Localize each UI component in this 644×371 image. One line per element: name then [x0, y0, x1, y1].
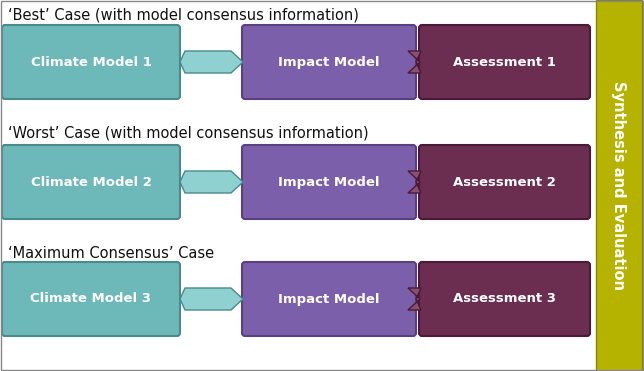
Text: Climate Model 2: Climate Model 2	[30, 175, 151, 188]
Polygon shape	[180, 288, 243, 310]
Polygon shape	[180, 171, 243, 193]
Polygon shape	[408, 51, 421, 73]
Text: Climate Model 1: Climate Model 1	[30, 56, 151, 69]
FancyBboxPatch shape	[242, 25, 416, 99]
FancyBboxPatch shape	[2, 145, 180, 219]
Text: Assessment 3: Assessment 3	[453, 292, 556, 305]
Text: Assessment 1: Assessment 1	[453, 56, 556, 69]
Text: Impact Model: Impact Model	[278, 175, 380, 188]
Text: Climate Model 3: Climate Model 3	[30, 292, 151, 305]
FancyBboxPatch shape	[419, 262, 590, 336]
Polygon shape	[180, 51, 243, 73]
Text: Impact Model: Impact Model	[278, 292, 380, 305]
Text: Assessment 2: Assessment 2	[453, 175, 556, 188]
Text: ‘Worst’ Case (with model consensus information): ‘Worst’ Case (with model consensus infor…	[8, 125, 368, 140]
Text: ‘Best’ Case (with model consensus information): ‘Best’ Case (with model consensus inform…	[8, 7, 359, 22]
FancyBboxPatch shape	[419, 145, 590, 219]
Polygon shape	[408, 171, 421, 193]
FancyBboxPatch shape	[242, 145, 416, 219]
FancyBboxPatch shape	[2, 25, 180, 99]
Text: ‘Maximum Consensus’ Case: ‘Maximum Consensus’ Case	[8, 246, 214, 261]
FancyBboxPatch shape	[2, 262, 180, 336]
Text: Impact Model: Impact Model	[278, 56, 380, 69]
FancyBboxPatch shape	[596, 0, 642, 371]
FancyBboxPatch shape	[419, 25, 590, 99]
Text: Synthesis and Evaluation: Synthesis and Evaluation	[612, 81, 627, 290]
Polygon shape	[408, 288, 421, 310]
FancyBboxPatch shape	[242, 262, 416, 336]
